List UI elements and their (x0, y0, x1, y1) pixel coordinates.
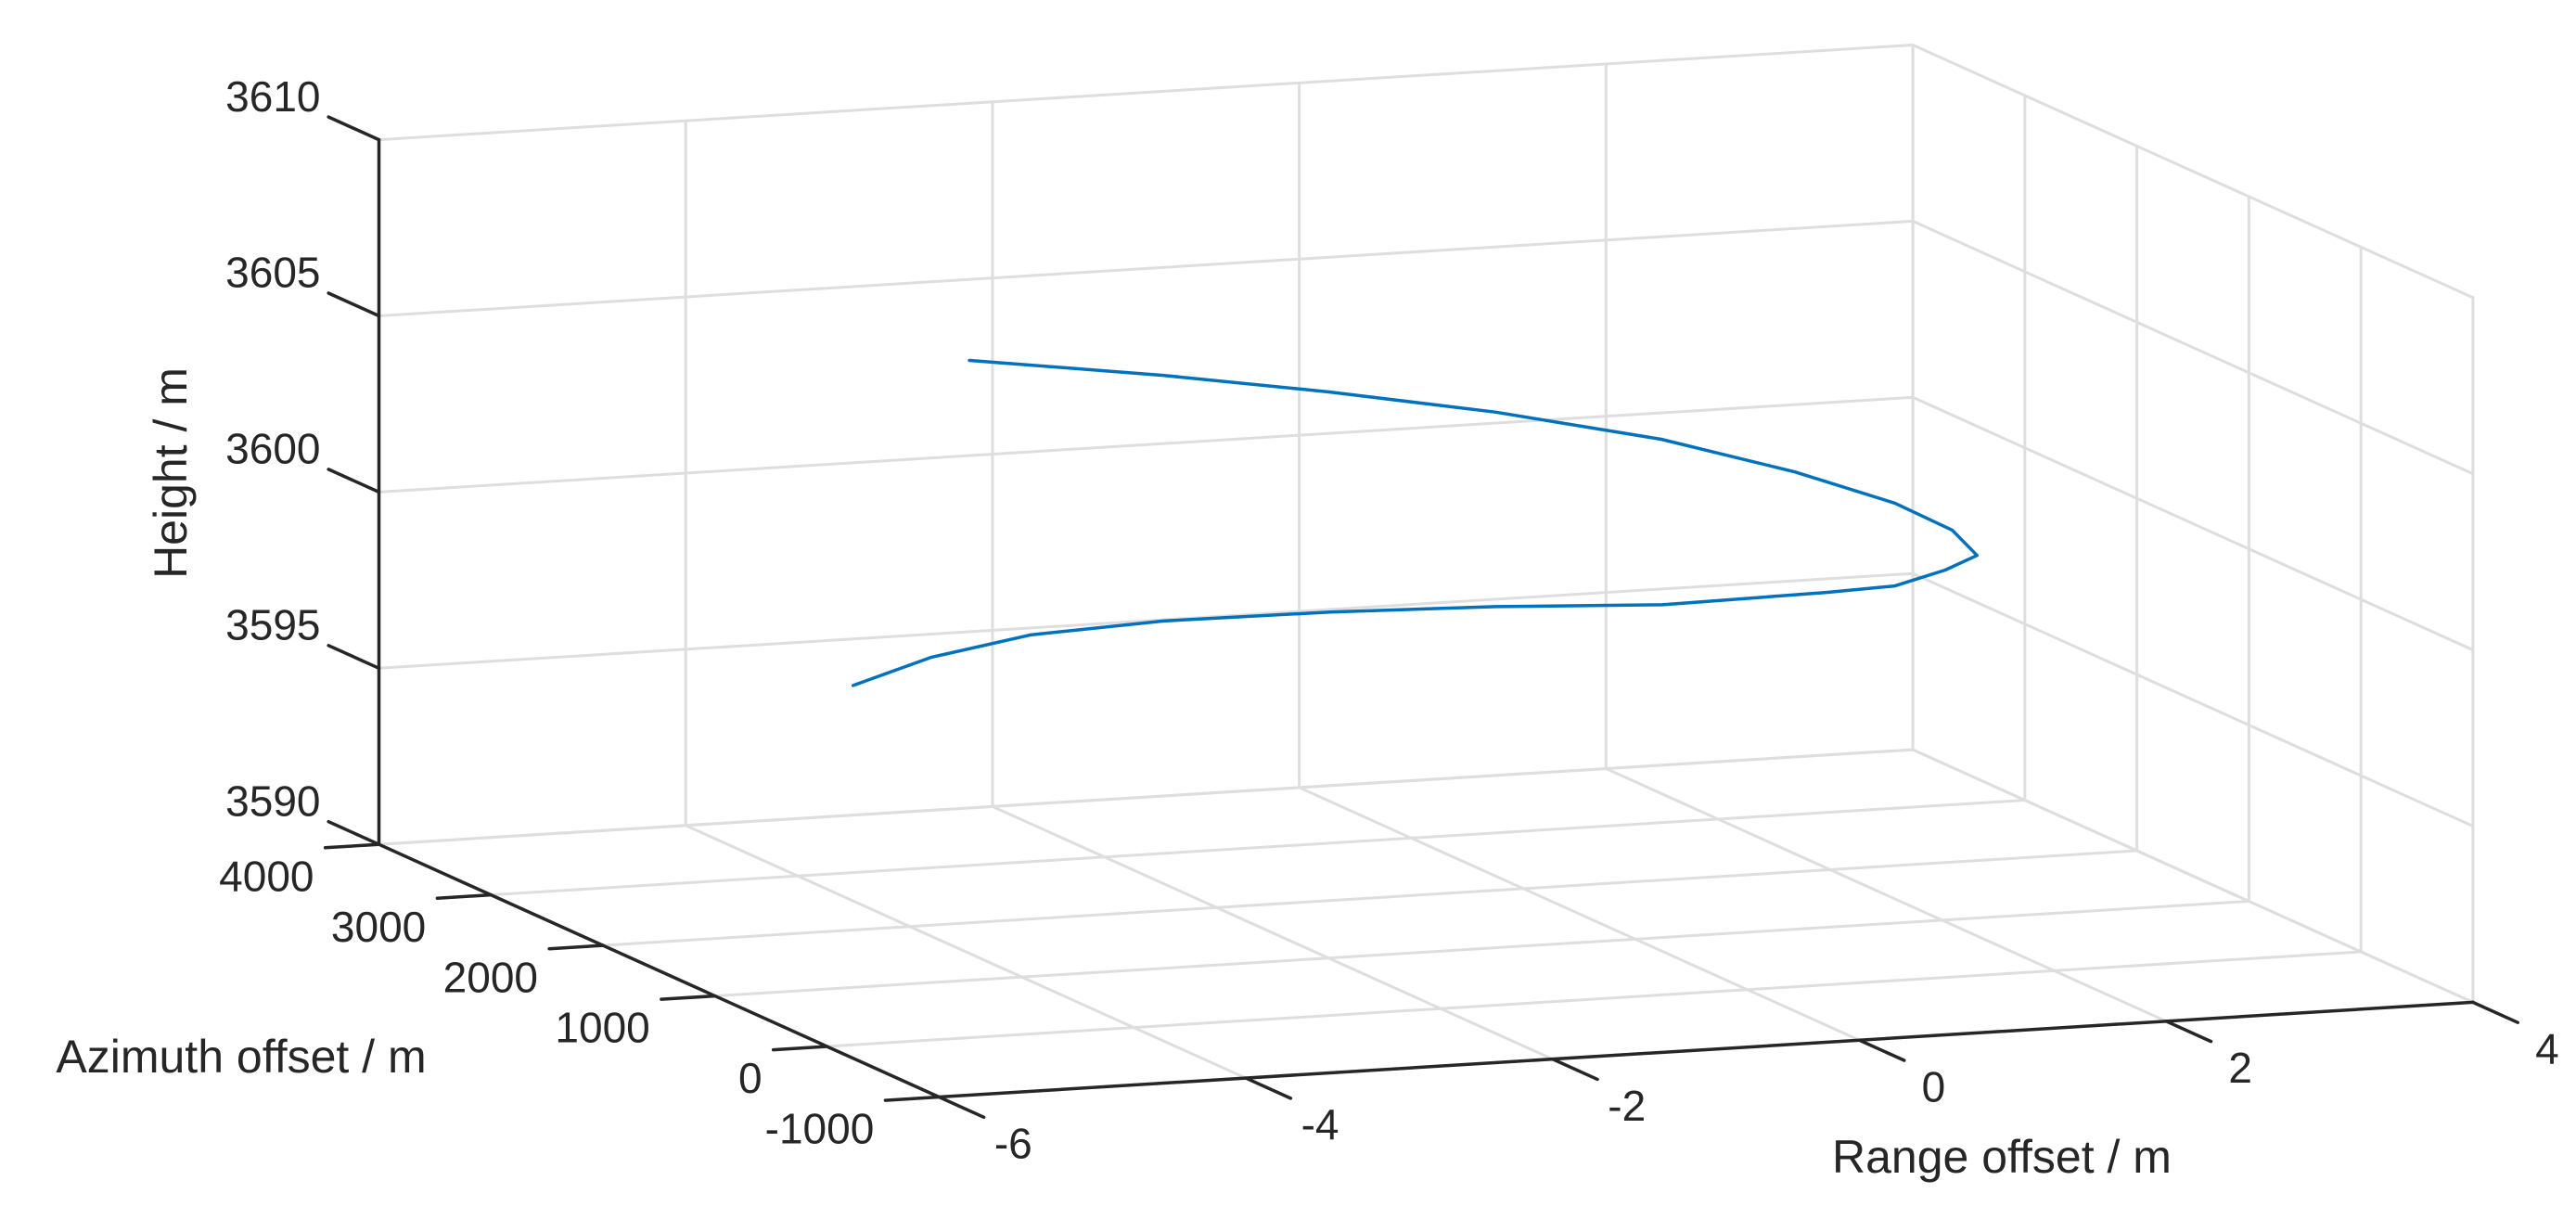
z-tick-label: 3600 (225, 425, 320, 473)
y-tick (883, 1095, 942, 1102)
z-tick-label: 3605 (225, 249, 320, 297)
grid-line (713, 899, 2250, 998)
y-tick-label: -1000 (765, 1105, 875, 1153)
grid-line (1911, 44, 2475, 300)
z-axis-label: Height / m (145, 367, 197, 579)
x-tick (1550, 1057, 1599, 1082)
grid-line (1911, 395, 2475, 652)
y-tick-label: 2000 (443, 953, 538, 1001)
x-tick (937, 1095, 986, 1120)
z-tick-label: 3595 (225, 600, 320, 648)
z-tick (327, 644, 381, 671)
grid-line (601, 849, 2139, 947)
grid-line (1911, 571, 2475, 828)
grid-line (991, 804, 1555, 1061)
x-tick-label: -6 (994, 1120, 1032, 1168)
x-axis-label: Range offset / m (1832, 1131, 2172, 1183)
x-axis-line (937, 1000, 2475, 1099)
y-tick (547, 943, 605, 951)
y-tick-label: 4000 (219, 852, 314, 900)
grid-line (378, 219, 1915, 317)
y-tick (660, 994, 717, 1001)
y-axis-label: Azimuth offset / m (56, 1031, 426, 1083)
x-tick (2471, 1000, 2519, 1024)
z-tick (327, 468, 381, 494)
grid-line (378, 395, 1915, 494)
z-tick (327, 291, 381, 318)
x-tick (1857, 1038, 1906, 1062)
grid-line (378, 748, 1915, 846)
x-tick-label: -4 (1301, 1100, 1339, 1148)
z-tick (327, 115, 381, 142)
z-tick (327, 819, 381, 846)
grid-line (378, 571, 1915, 670)
grid-line (489, 799, 2027, 897)
y-axis-line (377, 842, 942, 1099)
y-tick-label: 1000 (555, 1004, 649, 1052)
x-tick-label: 2 (2228, 1044, 2252, 1092)
y-tick-label: 3000 (331, 903, 426, 951)
y-tick (323, 842, 381, 850)
y-tick (771, 1045, 829, 1052)
grid-line (378, 44, 1915, 142)
grid-line (1911, 748, 2475, 1004)
x-tick-label: 0 (1922, 1062, 1946, 1110)
y-tick-label: 0 (738, 1054, 763, 1102)
z-tick-label: 3590 (225, 776, 320, 825)
y-tick (435, 892, 493, 900)
x-tick (1244, 1076, 1293, 1100)
x-tick (2164, 1020, 2213, 1044)
grid-line (1911, 219, 2475, 476)
z-tick-label: 3610 (225, 72, 320, 121)
grid-line (826, 950, 2363, 1048)
plot-area (851, 358, 1980, 687)
x-tick-label: -2 (1608, 1082, 1646, 1130)
grid-line (1298, 786, 1861, 1042)
grid-line (684, 824, 1248, 1080)
axes: -6 -4 -2 0 2 4-100001000200030004000359035953… (219, 72, 2559, 1168)
trajectory-line (851, 358, 1980, 687)
x-tick-label: 4 (2535, 1025, 2559, 1073)
grid-line (1604, 767, 2168, 1023)
grid (378, 44, 2475, 1098)
